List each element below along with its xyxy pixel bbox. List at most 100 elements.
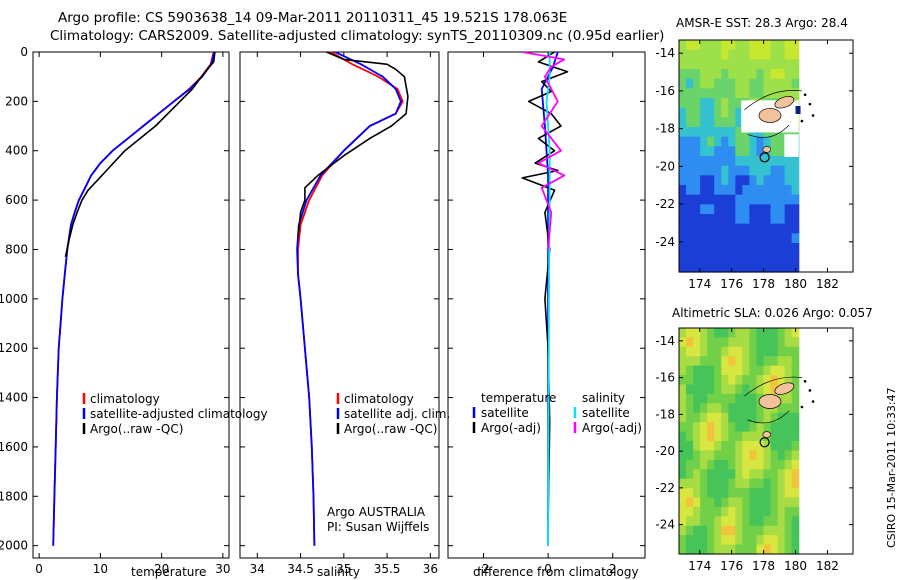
- temperature-ytick-label-0: 0: [20, 45, 28, 59]
- difference-xlabel: difference from climatology: [473, 565, 639, 579]
- sst_map-xtick-label-2: 178: [752, 277, 775, 291]
- temperature-ytick-label-3: 600: [5, 193, 28, 207]
- temperature-ytick-label-8: 1600: [0, 440, 28, 454]
- sla_map-islet-2: [811, 400, 815, 403]
- difference-series-2: [545, 52, 551, 546]
- sla_map-ytick-label-1: -22: [655, 481, 675, 495]
- legend-temp-climatology: climatology: [90, 392, 160, 406]
- salinity-xlabel: salinity: [317, 565, 360, 579]
- sst_map-ytick-label-0: -24: [655, 235, 675, 249]
- legend-diff-temperature-head: temperature: [481, 391, 556, 405]
- sla-map-title: Altimetric SLA: 0.026 Argo: 0.057: [672, 306, 873, 320]
- temperature-xtick-label-1: 10: [93, 562, 108, 576]
- salinity-frame: [239, 51, 440, 559]
- temperature-ytick-label-1: 200: [5, 94, 28, 108]
- sst_map-ytick-label-4: -16: [655, 84, 675, 98]
- legend-sal-satellite: satellite adj. clim.: [344, 407, 450, 421]
- legend-temp-argo: Argo(..raw -QC): [90, 422, 183, 436]
- sst_map-islet-2: [811, 114, 815, 117]
- title-line-1: Argo profile: CS 5903638_14 09-Mar-2011 …: [58, 10, 568, 26]
- salinity-xtick-label-3: 35.5: [374, 562, 401, 576]
- sst_map-island-vanualevu: [774, 96, 795, 109]
- sst_map-island-kadavu: [762, 146, 772, 153]
- difference-series-3: [522, 52, 566, 250]
- legend-diff-sal-satellite: satellite: [582, 406, 630, 420]
- map-sla_map: 174 176 178 180 182 -24 -22 -20 -18 -16 -14: [655, 327, 854, 573]
- temperature-ytick-label-5: 1000: [0, 292, 28, 306]
- temperature-series-1: [52, 52, 216, 546]
- salinity-xtick-label-0: 34: [250, 562, 265, 576]
- legend-diff-salinity-head: salinity: [582, 391, 625, 405]
- sst_map-xtick-label-3: 180: [784, 277, 807, 291]
- difference-xtick-label-0: -2: [478, 562, 490, 576]
- sst_map-xtick-label-1: 176: [720, 277, 743, 291]
- temperature-xtick-label-2: 20: [154, 562, 169, 576]
- salinity-xtick-label-1: 34.5: [287, 562, 314, 576]
- temperature-xlabel: temperature: [131, 565, 206, 579]
- sst_map-dark-cell: [795, 106, 801, 115]
- temperature-ytick-label-10: 2000: [0, 539, 28, 553]
- sst_map-islet-1: [808, 102, 812, 106]
- sst_map-ytick-label-1: -22: [655, 197, 675, 211]
- sst_map-xtick-label-0: 174: [688, 277, 711, 291]
- sla_map-grid: [679, 328, 800, 555]
- sst_map-missing-data-2: [784, 134, 799, 157]
- sla_map-island-vitilevu: [758, 394, 782, 409]
- sla_map-xtick-label-2: 178: [752, 559, 775, 573]
- sla_map-xtick-label-3: 180: [784, 559, 807, 573]
- legend-diff-temp-argo: Argo(-adj): [481, 421, 541, 435]
- legend-sal-climatology: climatology: [344, 392, 414, 406]
- difference-xtick-label-1: 0: [544, 562, 552, 576]
- temperature-ytick-label-7: 1400: [0, 391, 28, 405]
- sla_map-island-kadavu: [762, 431, 772, 438]
- sst_map-frame: [678, 39, 854, 273]
- temperature-series-0: [52, 52, 215, 546]
- temperature-series-group: [52, 52, 216, 546]
- sla_map-islet-0: [803, 379, 807, 383]
- temperature-frame: [32, 51, 230, 559]
- salinity-series-0: [297, 52, 404, 546]
- salinity-xtick-label-2: 35: [336, 562, 351, 576]
- difference-series-group: [521, 52, 569, 546]
- sla_map-islet-1: [808, 389, 812, 392]
- sla_map-island-vanualevu: [774, 382, 795, 395]
- pi-name: PI: Susan Wijffels: [327, 520, 429, 534]
- temperature-ytick-label-9: 1800: [0, 489, 28, 503]
- sst_map-grid: [679, 40, 800, 273]
- sla_map-xtick-label-1: 176: [720, 559, 743, 573]
- panel-difference: -2 0 2: [447, 51, 646, 576]
- sla_map-ytick-label-0: -24: [655, 518, 675, 532]
- sst_map-float-marker: [759, 152, 770, 163]
- sst_map-islet-3: [800, 119, 804, 123]
- sst_map-islet-0: [803, 93, 807, 96]
- sla_map-reef-outline: [744, 376, 802, 424]
- sst_map-island-vitilevu: [758, 108, 782, 123]
- sst_map-ytick-label-2: -20: [655, 159, 675, 173]
- legend-diff-temp-satellite: satellite: [481, 406, 529, 420]
- difference-frame: [447, 51, 646, 559]
- sla_map-ytick-label-4: -16: [655, 371, 675, 385]
- legend-diff-sal-argo: Argo(-adj): [582, 421, 642, 435]
- temperature-ytick-label-4: 800: [5, 242, 28, 256]
- salinity-xtick-label-4: 36: [423, 562, 438, 576]
- sla_map-ytick-label-3: -18: [655, 407, 675, 421]
- map-sst_map: 174 176 178 180 182 -24 -22 -20 -18 -16 -14: [655, 39, 854, 291]
- salinity-series-2: [297, 52, 409, 238]
- argo-country: Argo AUSTRALIA: [327, 505, 426, 519]
- sla_map-xtick-label-0: 174: [688, 559, 711, 573]
- difference-series-1: [521, 52, 569, 522]
- sla_map-frame: [678, 327, 854, 555]
- sla_map-float-marker: [759, 437, 770, 448]
- sst_map-reef-outline: [744, 90, 802, 138]
- title-line-2: Climatology: CARS2009. Satellite-adjuste…: [50, 28, 665, 44]
- salinity-series-group: [296, 52, 409, 546]
- legend-sal-argo: Argo(..raw -QC): [344, 422, 437, 436]
- sst_map-xtick-label-4: 182: [816, 277, 839, 291]
- temperature-ytick-label-6: 1200: [0, 341, 28, 355]
- sla_map-islet-3: [800, 405, 804, 409]
- sla_map-ytick-label-2: -20: [655, 444, 675, 458]
- panel-salinity: 34 34.5 35 35.5 36: [239, 51, 440, 576]
- sla_map-xtick-label-4: 182: [816, 559, 839, 573]
- legend-temp-satellite: satellite-adjusted climatology: [90, 407, 268, 421]
